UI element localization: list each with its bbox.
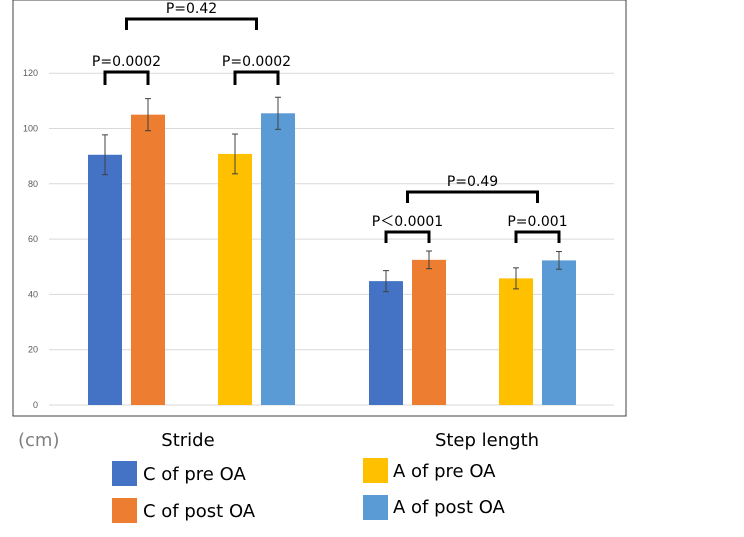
error-bar-0-1: [383, 270, 389, 293]
bar-c-of-post-oa-0: [131, 114, 165, 406]
error-bar-2-1: [513, 267, 519, 290]
error-bars: [102, 96, 562, 293]
y-tick-label-80: 80: [28, 179, 38, 189]
legend-label-c-post-oa: C of post OA: [143, 501, 256, 522]
y-unit-label: (cm): [18, 430, 59, 451]
significance-bracket-s2: [233, 70, 280, 85]
bar-c-of-pre-oa-1: [369, 281, 403, 405]
y-tick-labels: 0 20 40 60 80 100 120: [23, 68, 38, 410]
error-bar-0-0: [102, 134, 108, 176]
error-bar-3-0: [275, 96, 281, 130]
legend: C of pre OA C of post OA A of pre OA A o…: [112, 458, 506, 523]
bar-c-of-post-oa-1: [412, 259, 446, 405]
error-bar-1-0: [145, 98, 151, 132]
bar-c-of-pre-oa-0: [88, 154, 122, 405]
legend-swatch-c-post-oa: [112, 498, 137, 523]
significance-bracket-l2: [514, 230, 561, 243]
category-label-step-length: Step length: [435, 430, 539, 451]
legend-swatch-c-pre-oa: [112, 461, 137, 486]
category-label-stride: Stride: [161, 430, 214, 451]
bar-a-of-post-oa-0: [261, 113, 295, 405]
significance-bracket-l1: [384, 230, 431, 243]
error-bar-2-0: [232, 133, 238, 175]
error-bar-1-1: [426, 250, 432, 270]
y-tick-label-0: 0: [33, 400, 38, 410]
p-value-label-s2: P=0.0002: [222, 54, 291, 70]
significance-brackets: P=0.0002 P=0.0002 P=0.42 P＜0.0001 P=0.001 P=0…: [92, 1, 568, 243]
y-tick-label-20: 20: [28, 345, 38, 355]
legend-label-c-pre-oa: C of pre OA: [143, 464, 246, 485]
y-tick-label-60: 60: [28, 234, 38, 244]
significance-bracket-s3: [125, 17, 258, 30]
bar-a-of-pre-oa-1: [499, 278, 533, 405]
legend-label-a-post-oa: A of post OA: [393, 497, 506, 518]
significance-bracket-l3: [406, 190, 539, 203]
y-tick-label-40: 40: [28, 289, 38, 299]
error-bar-3-1: [556, 251, 562, 270]
p-value-label-l1: P＜0.0001: [372, 214, 443, 230]
legend-label-a-pre-oa: A of pre OA: [393, 461, 496, 482]
p-value-label-s1: P=0.0002: [92, 54, 161, 70]
y-tick-label-120: 120: [23, 68, 38, 78]
bar-a-of-post-oa-1: [542, 260, 576, 405]
y-tick-label-100: 100: [23, 124, 38, 134]
p-value-label-s3: P=0.42: [166, 1, 217, 17]
p-value-label-l3: P=0.49: [447, 174, 498, 190]
significance-bracket-s1: [103, 70, 150, 85]
bars: [88, 113, 576, 406]
legend-swatch-a-post-oa: [363, 495, 388, 520]
legend-swatch-a-pre-oa: [363, 458, 388, 483]
p-value-label-l2: P=0.001: [507, 214, 567, 230]
bar-a-of-pre-oa-0: [218, 153, 252, 405]
